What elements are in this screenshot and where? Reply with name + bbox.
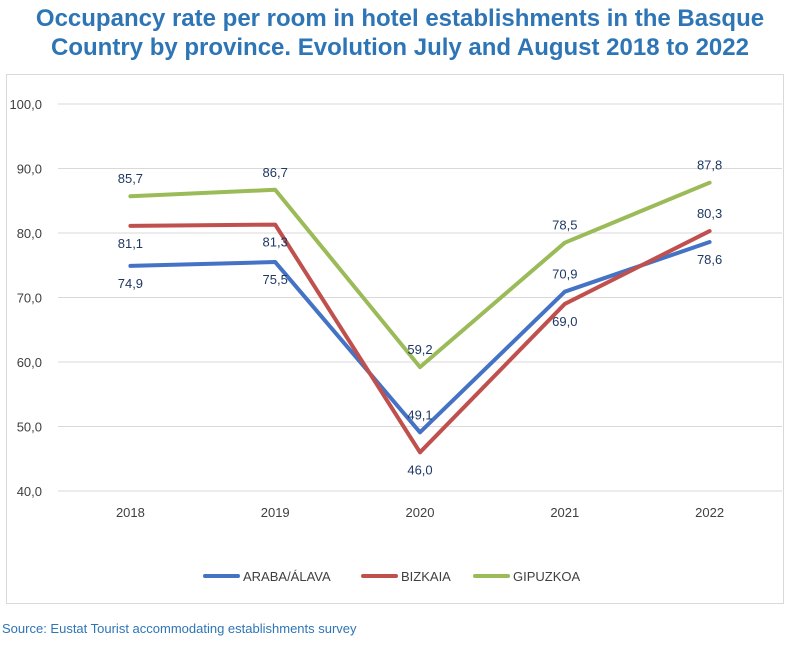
gridlines	[58, 103, 782, 492]
data-label: 70,9	[552, 267, 577, 282]
data-label: 74,9	[118, 276, 143, 291]
x-axis-ticks: 2018 2019 2020 2021 2022	[116, 505, 724, 520]
series-line-araba-lava	[128, 240, 712, 435]
y-axis-ticks: 40,0 50,0 60,0 70,0 80,0 90,0 100,0	[9, 97, 42, 499]
chart-title: Occupancy rate per room in hotel establi…	[0, 4, 800, 62]
title-line-1: Occupancy rate per room in hotel establi…	[35, 5, 765, 32]
series-line-bizkaia	[128, 222, 712, 455]
data-label: 46,0	[407, 462, 432, 477]
data-label: 75,5	[263, 272, 288, 287]
y-tick-label: 50,0	[17, 420, 42, 435]
data-label: 87,8	[697, 158, 722, 173]
y-tick-label: 70,0	[17, 291, 42, 306]
data-label: 78,5	[552, 218, 577, 233]
title-line-2: Country by province. Evolution July and …	[51, 34, 749, 61]
data-label: 80,3	[697, 206, 722, 221]
x-tick-label: 2022	[695, 505, 724, 520]
data-labels: 74,9 75,5 49,1 70,9 78,6 81,1 81,3 46,0 69,0 80,3…	[118, 158, 723, 478]
series-line-gipuzkoa	[128, 180, 712, 370]
y-tick-label: 90,0	[17, 162, 42, 177]
data-label: 86,7	[263, 165, 288, 180]
y-tick-label: 100,0	[9, 97, 42, 112]
y-tick-label: 40,0	[17, 484, 42, 499]
chart-frame	[6, 74, 784, 604]
x-tick-label: 2018	[116, 505, 145, 520]
data-label: 85,7	[118, 171, 143, 186]
legend: ARABA/ÁLAVA BIZKAIA GIPUZKOA	[203, 569, 581, 584]
data-label: 78,6	[697, 252, 722, 267]
y-tick-label: 60,0	[17, 355, 42, 370]
data-label: 69,0	[552, 314, 577, 329]
series-lines	[128, 180, 712, 455]
legend-label-bizkaia: BIZKAIA	[401, 569, 451, 584]
legend-label-araba-lava: ARABA/ÁLAVA	[243, 569, 331, 584]
data-label: 49,1	[407, 407, 432, 422]
y-tick-label: 80,0	[17, 226, 42, 241]
x-tick-label: 2020	[406, 505, 435, 520]
legend-label-gipuzkoa: GIPUZKOA	[513, 569, 581, 584]
data-label: 81,1	[118, 236, 143, 251]
x-tick-label: 2019	[261, 505, 290, 520]
x-tick-label: 2021	[550, 505, 579, 520]
data-label: 81,3	[263, 235, 288, 250]
source-note: Source: Eustat Tourist accommodating est…	[2, 621, 357, 636]
data-label: 59,2	[407, 342, 432, 357]
